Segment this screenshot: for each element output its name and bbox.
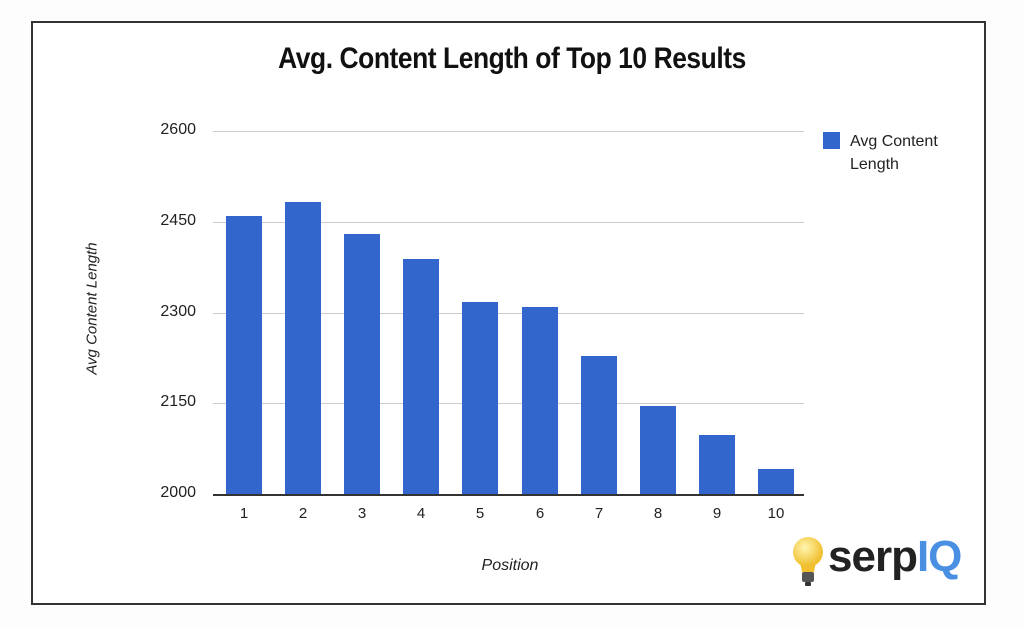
x-axis-baseline — [213, 494, 804, 496]
bar — [226, 216, 262, 494]
bar — [462, 302, 498, 494]
x-tick-label: 6 — [535, 505, 545, 522]
bar — [581, 356, 617, 494]
bar — [699, 435, 735, 494]
x-tick-label: 2 — [298, 505, 308, 522]
x-tick-label: 3 — [357, 505, 367, 522]
bar — [640, 406, 676, 494]
x-tick-label: 7 — [594, 505, 604, 522]
legend-label: Avg Content Length — [850, 133, 938, 173]
chart-title: Avg. Content Length of Top 10 Results — [278, 42, 746, 75]
x-tick-label: 4 — [416, 505, 426, 522]
serpiq-logo: serpIQ — [790, 532, 970, 590]
y-tick-label: 2600 — [160, 121, 196, 138]
logo-text: serpIQ — [828, 532, 962, 581]
x-tick-label: 10 — [767, 505, 785, 522]
x-tick-label: 5 — [475, 505, 485, 522]
y-tick-label: 2000 — [160, 484, 196, 501]
x-axis-label: Position — [481, 557, 539, 574]
x-tick-label: 9 — [712, 505, 722, 522]
y-tick-label: 2300 — [160, 303, 196, 320]
bar — [285, 202, 321, 494]
x-tick-label: 8 — [653, 505, 663, 522]
gridline — [213, 403, 804, 404]
y-axis-label: Avg Content Length — [83, 242, 101, 375]
y-tick-label: 2150 — [160, 393, 196, 410]
gridline — [213, 222, 804, 223]
lightbulb-icon — [793, 537, 823, 586]
x-tick-label: 1 — [239, 505, 249, 522]
bar — [344, 234, 380, 494]
bar — [522, 307, 558, 494]
gridline — [213, 131, 804, 132]
gridline — [213, 313, 804, 314]
legend-swatch — [823, 132, 840, 149]
y-tick-label: 2450 — [160, 212, 196, 229]
bar — [403, 259, 439, 494]
bar — [758, 469, 794, 494]
